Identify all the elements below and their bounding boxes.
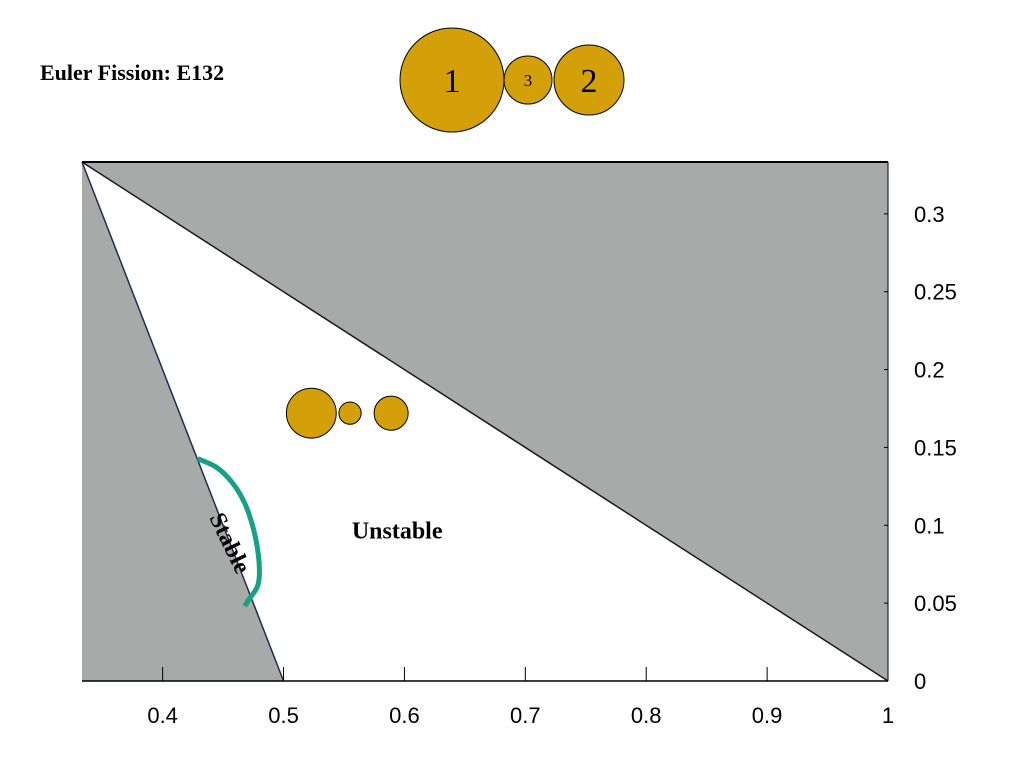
body-1-label: 1 — [444, 63, 461, 100]
y-ticks: 0 0.05 0.1 0.15 0.2 0.25 0.3 — [884, 202, 957, 694]
inset-body-1-circle — [285, 387, 337, 439]
x-tick-label: 0.7 — [510, 703, 541, 728]
body-3-label: 3 — [524, 71, 533, 90]
x-ticks: 0.4 0.5 0.6 0.7 0.8 0.9 1 — [147, 667, 894, 728]
stability-boundary-curve-0 — [196, 456, 262, 608]
inset-body-3-circle — [373, 395, 409, 431]
y-tick-label: 0.2 — [914, 358, 945, 383]
x-tick-label: 1 — [882, 703, 894, 728]
x-tick-label: 0.8 — [631, 703, 662, 728]
x-tick-label: 0.5 — [268, 703, 299, 728]
series-layer — [196, 456, 262, 608]
y-tick-label: 0.15 — [914, 435, 957, 460]
plot-area: Stable Unstable 0.4 0.5 0.6 0.7 0.8 0.9 1 00.05… — [81, 161, 957, 728]
upper-boundary-line — [81, 161, 889, 682]
x-tick-label: 0.4 — [147, 703, 178, 728]
x-tick-label: 0.6 — [389, 703, 420, 728]
chart-title: Euler Fission: E132 — [40, 60, 224, 85]
x-tick-label: 0.9 — [752, 703, 783, 728]
inset-body-2-circle — [338, 401, 362, 425]
y-tick-label: 0.05 — [914, 591, 957, 616]
three-body-header-icon: 1 3 2 — [399, 27, 625, 133]
y-tick-label: 0.3 — [914, 202, 945, 227]
body-2-circle — [553, 44, 625, 116]
body-2-label: 2 — [581, 63, 598, 100]
y-tick-label: 0.25 — [914, 280, 957, 305]
inset-three-body-icon — [285, 387, 409, 439]
y-tick-label: 0 — [914, 669, 926, 694]
annotation-unstable: Unstable — [352, 519, 443, 545]
body-3-circle — [503, 55, 553, 105]
y-tick-label: 0.1 — [914, 513, 945, 538]
